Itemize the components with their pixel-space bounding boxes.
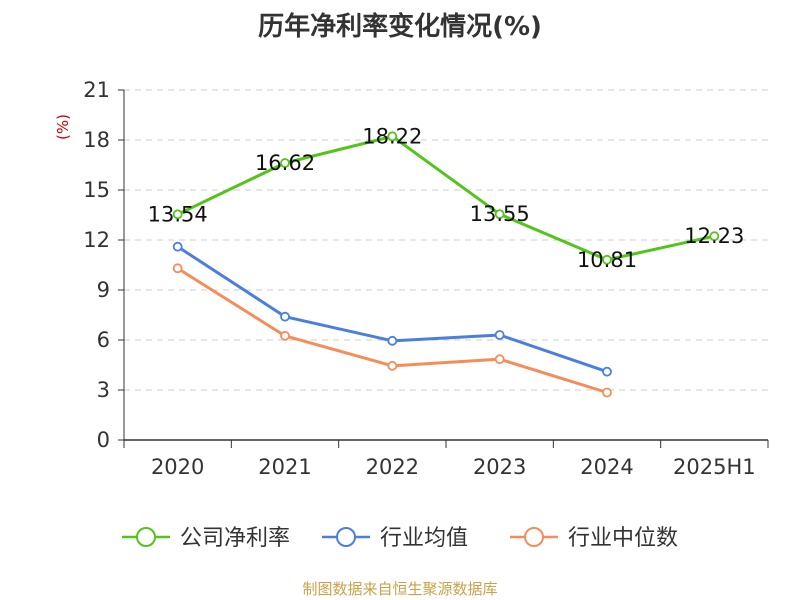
x-tick-label: 2021: [258, 455, 311, 479]
series: [172, 131, 720, 398]
data-point-2: [280, 330, 290, 341]
data-label: 12.23: [684, 224, 744, 248]
data-label: 16.62: [255, 151, 315, 175]
y-tick-label: 12: [83, 228, 110, 252]
y-axis-label: (%): [54, 114, 72, 140]
legend-marker: [524, 527, 544, 547]
data-label: 13.54: [148, 202, 208, 226]
data-point-0: [494, 209, 505, 220]
y-tick-label: 3: [97, 378, 110, 402]
y-tick-label: 18: [83, 128, 110, 152]
chart-title: 历年净利率变化情况(%): [258, 12, 542, 42]
series-line-0: [177, 134, 715, 262]
legend-label[interactable]: 行业均值: [380, 526, 468, 551]
x-tick-label: 2023: [473, 455, 526, 479]
legend-marker: [136, 527, 156, 547]
grid-lines: [124, 89, 768, 391]
data-point-0: [602, 254, 612, 265]
legend-label[interactable]: 公司净利率: [180, 526, 290, 551]
y-tick-label: 21: [83, 78, 110, 102]
data-point-2: [602, 387, 612, 398]
x-tick-label: 2022: [366, 455, 419, 479]
data-label: 10.81: [577, 248, 637, 272]
y-tick-label: 0: [97, 428, 110, 452]
data-point-1: [172, 241, 183, 252]
y-tick-label: 9: [97, 278, 110, 302]
axes: 0 3 6 9 12 15 18 21 (%) 2020 2021 2022 2023 2024 2025H…: [54, 78, 769, 479]
data-labels: 13.54 16.62 18.22 13.55 10.81 12.23: [148, 124, 745, 272]
data-label: 18.22: [362, 124, 422, 148]
data-point-2: [387, 360, 398, 371]
y-tick-label: 15: [83, 178, 110, 202]
data-point-2: [494, 354, 505, 365]
data-point-0: [387, 131, 398, 142]
legend: 公司净利率 行业均值 行业中位数: [122, 526, 678, 551]
x-tick-label: 2025H1: [673, 455, 756, 479]
data-point-0: [280, 158, 290, 168]
data-point-0: [172, 209, 183, 220]
x-tick-label: 2024: [580, 455, 633, 479]
data-point-1: [387, 335, 398, 346]
data-point-0: [709, 231, 720, 242]
data-label: 13.55: [470, 202, 530, 226]
y-tick-label: 6: [97, 328, 110, 352]
legend-label[interactable]: 行业中位数: [568, 526, 678, 551]
data-point-1: [280, 311, 290, 322]
legend-marker: [336, 527, 356, 547]
data-source-note: 制图数据来自恒生聚源数据库: [302, 580, 498, 598]
data-point-2: [172, 263, 183, 274]
data-point-1: [602, 366, 612, 377]
x-tick-label: 2020: [151, 455, 204, 479]
data-point-1: [494, 330, 505, 340]
